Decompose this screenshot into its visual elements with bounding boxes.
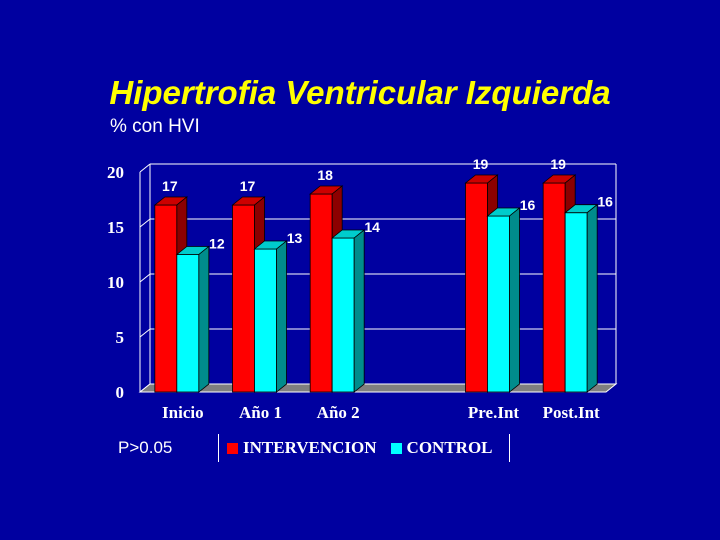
legend-swatch-control — [390, 442, 402, 454]
y-tick-label: 0 — [116, 383, 125, 402]
bar-front — [542, 182, 566, 393]
data-label: 19 — [550, 156, 566, 172]
gridline-depth — [139, 163, 151, 173]
chart-subtitle: % con HVI — [110, 116, 200, 137]
gridline-depth — [139, 218, 151, 228]
data-label: 12 — [209, 236, 225, 252]
chart-title: Hipertrofia Ventricular Izquierda — [109, 74, 611, 111]
bar-front — [331, 237, 355, 393]
data-label: 16 — [597, 194, 613, 210]
x-tick-label: Inicio — [162, 403, 204, 422]
legend: INTERVENCION CONTROL — [218, 434, 510, 462]
bar-side — [353, 229, 365, 393]
bar-side — [198, 245, 210, 393]
legend-item-control: CONTROL — [390, 438, 493, 458]
data-label: 18 — [317, 167, 333, 183]
data-label: 17 — [240, 178, 256, 194]
bar-front — [254, 248, 277, 393]
bar-side — [276, 240, 287, 393]
bar-front — [232, 204, 255, 393]
legend-swatch-intervencion — [227, 442, 238, 454]
data-label: 17 — [162, 178, 178, 194]
p-value-note: P>0.05 — [118, 438, 173, 457]
bar-front — [564, 212, 588, 393]
legend-item-intervencion: INTERVENCION — [227, 438, 377, 458]
y-tick-label: 5 — [116, 328, 125, 347]
bar-front — [176, 254, 200, 393]
x-tick-label: Año 2 — [317, 403, 360, 422]
x-tick-label: Año 1 — [239, 403, 282, 422]
legend-label-intervencion: INTERVENCION — [243, 438, 377, 457]
x-tick-label: Pre.Int — [468, 403, 519, 422]
data-label: 19 — [473, 156, 489, 172]
gridline-depth — [139, 273, 151, 283]
bar-side — [509, 207, 520, 393]
x-tick-label: Post.Int — [543, 403, 600, 422]
data-label: 16 — [520, 197, 536, 213]
y-tick-label: 15 — [107, 218, 124, 237]
bar-front — [487, 215, 510, 393]
legend-label-control: CONTROL — [406, 438, 493, 457]
y-tick-label: 20 — [107, 163, 124, 182]
data-label: 13 — [287, 230, 303, 246]
bar-side — [586, 203, 598, 393]
bar-front — [154, 204, 178, 393]
bar-front — [465, 182, 488, 393]
data-label: 14 — [364, 219, 380, 235]
y-tick-label: 10 — [107, 273, 124, 292]
gridline-depth — [139, 328, 151, 338]
bar-front — [309, 193, 333, 393]
